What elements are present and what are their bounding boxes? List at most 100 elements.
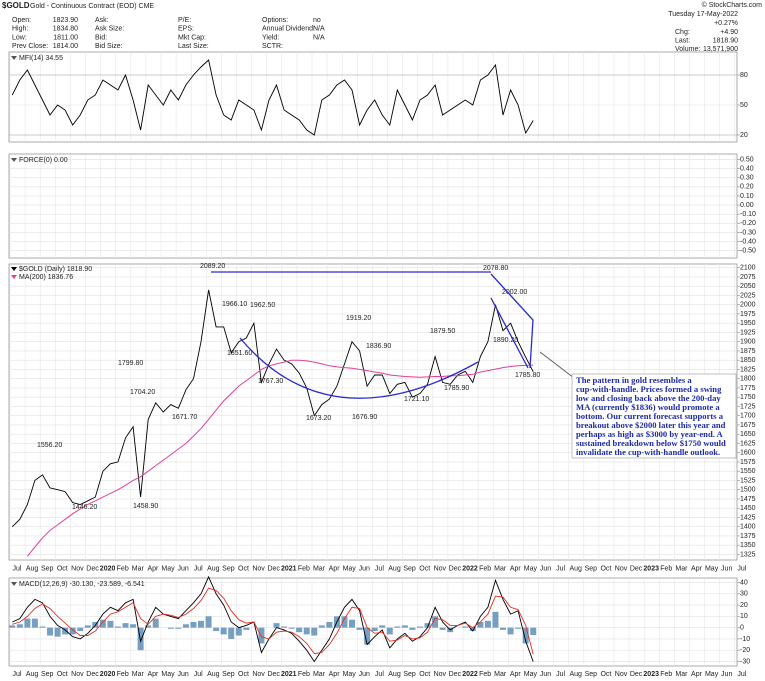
x-tick-label: Dec xyxy=(630,565,643,572)
x-tick-label: Jul xyxy=(556,565,565,572)
x-tick-label: Dec xyxy=(267,565,280,572)
histogram-bar xyxy=(99,619,106,628)
price-line xyxy=(11,289,534,528)
x-tick-label: Jul xyxy=(556,671,565,678)
quote-label: Volume: xyxy=(675,46,700,53)
y-tick-label: 1975 xyxy=(740,311,756,318)
field-label: Prev Close: xyxy=(12,43,48,50)
signal-line xyxy=(12,587,534,655)
x-tick-label: Nov xyxy=(615,671,628,678)
x-tick-label: 2020 xyxy=(100,565,116,572)
histogram-bar xyxy=(190,622,197,628)
histogram-bar xyxy=(24,618,31,628)
field-value: N/A xyxy=(313,26,325,33)
y-tick-label: 50 xyxy=(740,102,748,109)
panel-frame xyxy=(8,153,738,259)
y-tick-label: -0.30 xyxy=(740,229,756,236)
histogram-bar xyxy=(424,623,431,628)
y-tick-label: 10 xyxy=(740,613,748,620)
histogram-bar xyxy=(9,625,16,628)
price-annotation: 1785.80 xyxy=(515,372,540,379)
x-tick-label: Sep xyxy=(41,565,54,572)
y-tick-label: 1375 xyxy=(740,533,756,540)
x-tick-label: Oct xyxy=(600,671,611,678)
x-tick-label: Dec xyxy=(449,671,462,678)
x-tick-label: May xyxy=(343,565,357,572)
legend-label: $GOLD (Daily) 1818.90 xyxy=(19,266,92,273)
price-annotation: 1556.20 xyxy=(37,442,62,449)
y-tick-label: 1700 xyxy=(740,413,756,420)
histogram-bar xyxy=(62,627,69,635)
x-tick-label: Nov xyxy=(252,565,265,572)
x-tick-label: Feb xyxy=(117,671,129,678)
callout-text: cup-with-handle. Prices formed a swing xyxy=(576,384,722,394)
x-tick-label: Jun xyxy=(177,565,188,572)
price-annotation: 1446.20 xyxy=(72,504,97,511)
y-tick-label: 1550 xyxy=(740,468,756,475)
histogram-bar xyxy=(107,620,114,628)
histogram-bar xyxy=(349,619,356,628)
x-tick-label: Nov xyxy=(434,671,447,678)
y-tick-label: 0.10 xyxy=(740,193,754,200)
histogram-bar xyxy=(296,627,303,633)
y-tick-label: 1400 xyxy=(740,524,756,531)
legend-label: MA(200) 1836.76 xyxy=(19,274,73,281)
x-tick-label: Dec xyxy=(630,671,643,678)
field-label: High: xyxy=(12,26,28,33)
histogram-bar xyxy=(356,627,363,630)
y-tick-label: 1650 xyxy=(740,431,756,438)
histogram-bar xyxy=(84,625,91,628)
y-tick-label: 1850 xyxy=(740,357,756,364)
field-label: Last Size: xyxy=(178,43,209,50)
y-tick-label: 1525 xyxy=(740,477,756,484)
field-label: Bid: xyxy=(95,34,107,41)
price-annotation: 1673.20 xyxy=(306,415,331,422)
histogram-bar xyxy=(522,627,529,644)
histogram-bar xyxy=(39,626,46,628)
quote-value: +4.90 xyxy=(720,29,738,36)
x-tick-label: May xyxy=(705,671,719,678)
x-tick-label: Jun xyxy=(721,565,732,572)
callout-text: The pattern in gold resembles a xyxy=(576,375,692,385)
x-tick-label: Jun xyxy=(540,565,551,572)
y-tick-label: 2100 xyxy=(740,265,756,272)
x-tick-label: Aug xyxy=(207,565,220,572)
histogram-bar xyxy=(167,627,174,629)
x-tick-label: Aug xyxy=(388,565,401,572)
x-tick-label: Sep xyxy=(403,671,416,678)
x-tick-label: Jun xyxy=(721,671,732,678)
histogram-bar xyxy=(364,627,371,645)
histogram-bar xyxy=(152,618,159,628)
histogram-bar xyxy=(439,627,446,630)
histogram-bar xyxy=(273,623,280,628)
x-tick-label: Nov xyxy=(615,565,628,572)
histogram-bar xyxy=(326,622,333,628)
histogram-bar xyxy=(114,626,121,628)
x-tick-label: Apr xyxy=(329,671,341,678)
field-value: 1823.90 xyxy=(53,17,78,24)
x-tick-label: Mar xyxy=(675,565,688,572)
x-tick-label: Jul xyxy=(375,671,384,678)
price-annotation: 1966.10 xyxy=(222,301,247,308)
copyright: © StockCharts.com xyxy=(702,1,763,9)
x-tick-label: Apr xyxy=(329,565,341,572)
field-value: 1811.00 xyxy=(53,34,78,41)
x-tick-label: Aug xyxy=(26,671,39,678)
y-tick-label: 20 xyxy=(740,132,748,139)
x-tick-label: Aug xyxy=(569,565,582,572)
histogram-bar xyxy=(318,625,325,628)
x-tick-label: Nov xyxy=(434,565,447,572)
legend-marker xyxy=(11,56,17,60)
x-tick-label: Apr xyxy=(510,565,522,572)
y-tick-label: 0.40 xyxy=(740,165,754,172)
histogram-bar xyxy=(213,627,220,632)
histogram-bar xyxy=(311,627,318,636)
price-annotation: 1785.90 xyxy=(444,385,469,392)
y-tick-label: 1350 xyxy=(740,542,756,549)
histogram-bar xyxy=(205,616,212,628)
y-tick-label: 1800 xyxy=(740,376,756,383)
x-tick-label: Aug xyxy=(388,671,401,678)
callout-text: bottom. Our current forecast supports a xyxy=(576,411,724,421)
x-tick-label: Aug xyxy=(26,565,39,572)
